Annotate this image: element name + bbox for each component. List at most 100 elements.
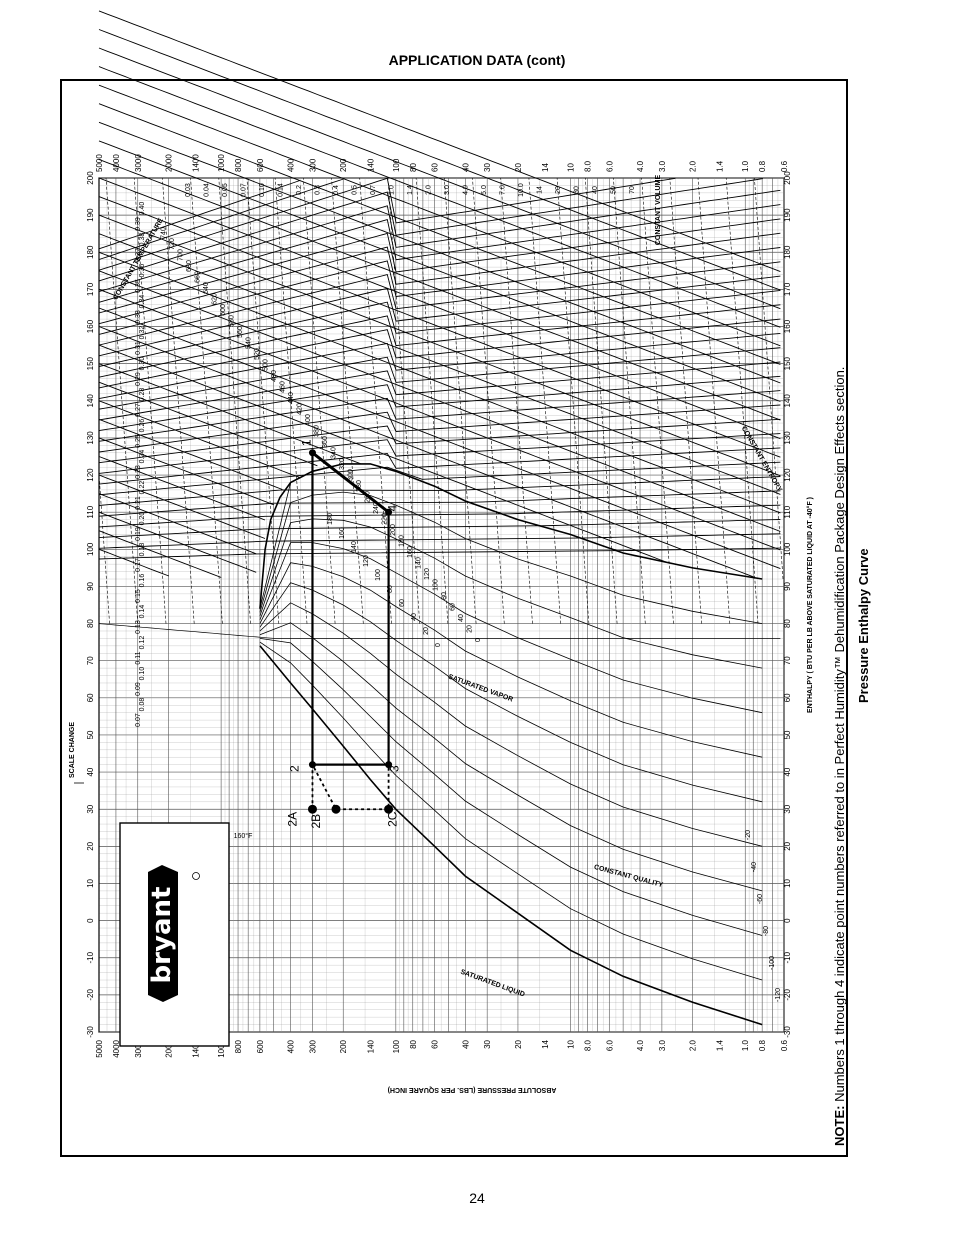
constant-volume-line <box>444 177 477 624</box>
cycle-point-marker <box>308 761 316 769</box>
constant-entropy-line <box>98 307 781 570</box>
x-tick-label-left: 0 <box>86 918 95 923</box>
constant-volume-line <box>613 177 646 624</box>
x-tick-label-left: 150 <box>86 356 95 370</box>
x-tick-label-right: 150 <box>783 356 792 370</box>
x-tick-label-right: 50 <box>783 730 792 739</box>
y-tick-label-bottom: 14 <box>541 1039 550 1048</box>
constant-entropy-line <box>98 548 170 577</box>
constant-temperature-line <box>98 390 781 442</box>
x-tick-label-right: 80 <box>783 619 792 628</box>
y-tick-label-bottom: 300 <box>308 1039 317 1053</box>
x-tick-label-right: 200 <box>783 171 792 185</box>
y-tick-label-bottom: 1.0 <box>741 1039 750 1051</box>
y-tick-label-bottom: 1000 <box>217 1039 226 1057</box>
page-number: 24 <box>469 1190 485 1206</box>
x-tick-label-left: -20 <box>86 989 95 1001</box>
constant-entropy-line <box>98 326 755 578</box>
entropy-label: 0.31 <box>135 341 142 355</box>
constant-temperature-line <box>98 178 763 282</box>
y-tick-label-bottom: 6.0 <box>605 1039 614 1051</box>
constant-temperature-line <box>98 433 781 474</box>
cycle-point-marker <box>308 449 316 457</box>
constant-temperature-line <box>98 504 781 528</box>
x-tick-label-left: -10 <box>86 951 95 963</box>
volume-label: 40 <box>592 186 599 194</box>
temperature-label: 240 <box>373 502 380 514</box>
temperature-label: 520 <box>254 348 261 360</box>
constant-entropy-line <box>98 121 781 384</box>
temperature-label: 680 <box>186 260 193 272</box>
constant-entropy-line <box>98 177 781 440</box>
volume-label: 2.0 <box>426 185 433 195</box>
y-tick-label-bottom: 10 <box>567 1039 576 1048</box>
constant-volume-line <box>359 177 392 624</box>
note-text: Numbers 1 through 4 indicate point numbe… <box>832 366 847 1102</box>
constant-volume-line <box>669 177 702 624</box>
constant-temperature-line <box>98 519 781 539</box>
constant-volume-label: CONSTANT VOLUME <box>655 175 662 246</box>
constant-temperature-line <box>98 289 781 367</box>
x-tick-label-left: 60 <box>86 693 95 702</box>
volume-label: 0.03 <box>185 183 192 197</box>
quality-label: 20 <box>423 627 430 635</box>
temperature-label: 180 <box>399 535 406 547</box>
entropy-label: 0.08 <box>139 698 146 712</box>
x-tick-label-left: 170 <box>86 282 95 296</box>
y-tick-label-top: 4.0 <box>636 160 645 172</box>
y-tick-label-bottom: 200 <box>339 1039 348 1053</box>
temperature-label: 80 <box>441 592 448 600</box>
x-tick-label-left: -30 <box>86 1026 95 1038</box>
y-tick-label-top: 0.8 <box>758 160 767 172</box>
constant-entropy-line <box>98 158 781 421</box>
x-tick-label-left: 120 <box>86 468 95 482</box>
temperature-label-liquid: -80 <box>763 926 770 936</box>
dehumidification-path <box>311 764 390 811</box>
cycle-point-label: 2A <box>285 812 299 827</box>
y-tick-label-bottom: 400 <box>287 1039 296 1053</box>
constant-temperature-line <box>98 490 781 517</box>
constant-entropy-line <box>98 437 274 506</box>
y-tick-label-top: 80 <box>409 163 418 172</box>
x-tick-label-right: -30 <box>783 1026 792 1038</box>
temperature-label: 560 <box>237 326 244 338</box>
temperature-label: 400 <box>305 414 312 426</box>
constant-entropy-line <box>98 270 781 532</box>
chart-caption: Pressure Enthalpy Curve <box>856 548 871 703</box>
constant-temperature-line <box>98 418 781 464</box>
y-tick-label-top: 8.0 <box>583 160 592 172</box>
cycle-point-marker <box>385 508 393 516</box>
constant-entropy-line <box>98 233 781 495</box>
bryant-logo: bryant <box>119 822 230 1047</box>
temperature-label: 0 <box>475 638 482 642</box>
constant-temperature-line <box>98 533 781 549</box>
constant-temperature-line <box>98 261 781 346</box>
y-tick-label-bottom: 800 <box>234 1039 243 1053</box>
temperature-label: 440 <box>288 392 295 404</box>
constant-entropy-line <box>98 511 257 573</box>
logo-text: bryant <box>147 887 177 984</box>
entropy-label: 0.14 <box>139 605 146 619</box>
cycle-point-marker <box>385 761 393 769</box>
quality-label: 100 <box>375 569 382 581</box>
x-tick-label-right: 20 <box>783 841 792 850</box>
constant-volume-line <box>556 177 590 624</box>
entropy-label: 0.23 <box>135 465 142 479</box>
entropy-label: 0.28 <box>139 388 146 402</box>
constant-entropy-line <box>98 530 222 578</box>
x-tick-label-right: 10 <box>783 878 792 887</box>
x-tick-label-right: 130 <box>783 431 792 445</box>
constant-temperature-line <box>98 347 781 410</box>
registered-mark <box>192 872 200 880</box>
x-tick-label-left: 30 <box>86 804 95 813</box>
constant-temperature-line <box>98 461 781 496</box>
temperature-label: 300 <box>348 469 355 481</box>
scale-change-label: SCALE CHANGE <box>69 722 76 778</box>
constant-volume-line <box>105 177 139 624</box>
volume-label: 1.0 <box>389 185 396 195</box>
y-tick-label-top: 200 <box>339 158 348 172</box>
y-tick-label-bottom: 80 <box>409 1039 418 1048</box>
x-tick-label-right: 0 <box>783 918 792 923</box>
x-tick-label-right: 100 <box>783 542 792 556</box>
volume-label: 0.7 <box>370 185 377 195</box>
